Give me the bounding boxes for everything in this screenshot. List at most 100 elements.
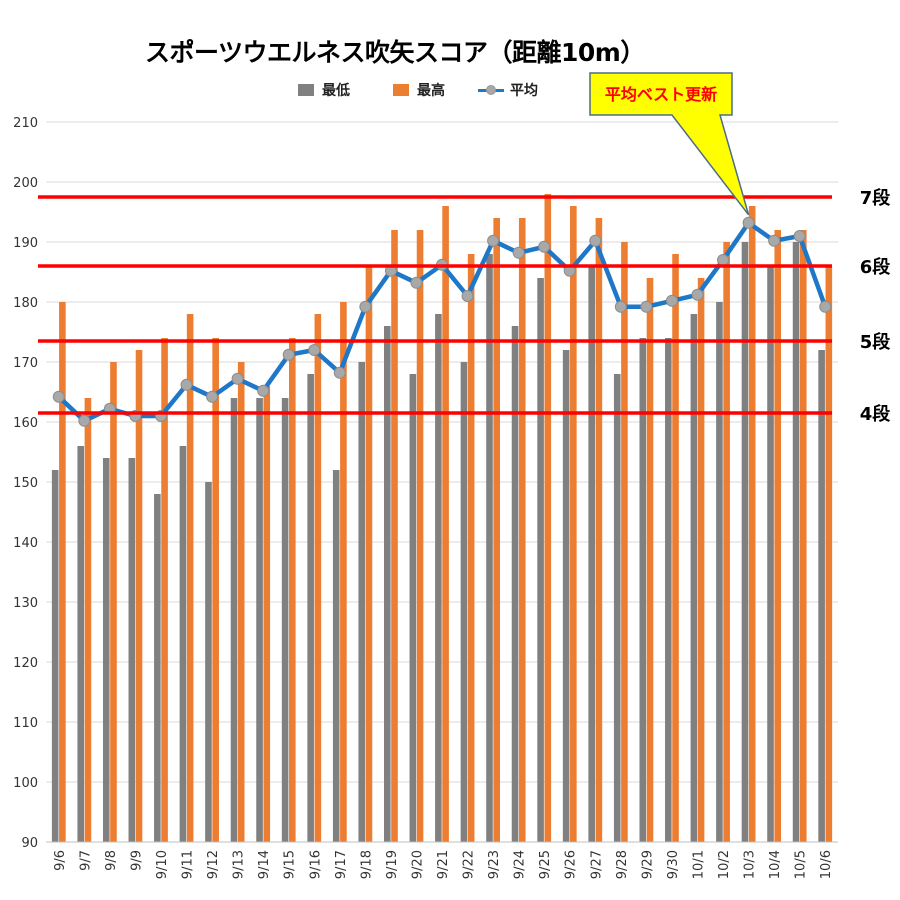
y-tick-label: 130	[13, 596, 38, 611]
average-marker	[359, 300, 372, 313]
average-marker	[742, 216, 755, 229]
x-tick-label: 9/28	[615, 850, 630, 879]
bar-min	[51, 470, 59, 842]
bar-min	[460, 362, 468, 842]
chart-title: スポーツウエルネス吹矢スコア（距離10m）	[145, 38, 645, 67]
y-tick-label: 120	[13, 656, 38, 671]
x-tick-label: 10/1	[691, 850, 706, 879]
bar-min	[665, 338, 672, 842]
bar-max	[391, 230, 398, 842]
bar-max	[365, 266, 373, 842]
bar-min	[102, 458, 110, 842]
bar-min	[332, 470, 340, 842]
bar-max	[161, 338, 168, 842]
legend-swatch-min	[298, 84, 314, 96]
bar-min	[409, 374, 417, 842]
bar-max	[186, 314, 194, 842]
average-marker	[52, 390, 65, 403]
bar-min	[435, 314, 442, 842]
x-tick-label: 9/12	[206, 850, 221, 879]
average-marker	[793, 230, 806, 242]
bar-max	[646, 278, 654, 842]
x-tick-label: 9/11	[181, 850, 196, 879]
bar-max	[110, 362, 117, 842]
average-marker	[282, 348, 295, 361]
x-tick-label: 9/13	[232, 850, 247, 879]
x-tick-label: 9/8	[104, 850, 119, 871]
bar-max	[340, 302, 347, 842]
legend-swatch-avg	[478, 84, 504, 96]
bar-min	[281, 398, 289, 842]
bar-min	[818, 350, 825, 842]
bar-max	[748, 206, 756, 842]
average-marker	[180, 378, 193, 391]
legend-label-min: 最低	[322, 83, 350, 99]
x-tick-label: 10/6	[819, 850, 834, 879]
x-tick-label: 9/15	[283, 850, 298, 879]
bar-max	[212, 338, 219, 842]
y-tick-label: 210	[13, 116, 38, 131]
y-tick-label: 190	[13, 236, 38, 251]
bar-max	[697, 278, 705, 842]
rank-label: 5段	[860, 331, 892, 353]
average-marker	[717, 254, 730, 266]
average-marker	[538, 240, 551, 253]
bar-min	[230, 398, 238, 842]
bar-min	[128, 458, 136, 842]
bar-min	[358, 362, 366, 842]
x-tick-label: 9/16	[308, 850, 323, 879]
bar-max	[672, 254, 679, 842]
bar-max	[314, 314, 322, 842]
x-tick-label: 9/26	[564, 850, 579, 879]
rank-label: 7段	[860, 187, 892, 209]
average-marker	[665, 294, 678, 307]
callout-text: 平均ベスト更新	[605, 85, 717, 104]
x-tick-label: 9/10	[155, 850, 170, 879]
x-tick-label: 9/23	[487, 850, 502, 879]
average-marker	[512, 246, 525, 259]
y-tick-label: 180	[13, 296, 38, 311]
x-tick-label: 10/3	[743, 850, 758, 879]
average-marker	[819, 300, 832, 313]
legend-label-avg: 平均	[510, 83, 538, 99]
x-tick-label: 9/27	[589, 850, 604, 879]
y-tick-label: 90	[21, 836, 38, 851]
x-tick-label: 9/24	[513, 850, 528, 879]
x-tick-label: 9/9	[129, 850, 144, 871]
average-marker	[614, 300, 627, 313]
average-line	[57, 220, 828, 424]
x-tick-label: 9/20	[410, 850, 425, 879]
y-tick-label: 200	[13, 176, 38, 191]
average-marker	[206, 390, 219, 403]
x-tick-label: 9/22	[462, 850, 477, 879]
bar-min	[588, 266, 595, 842]
average-marker	[78, 414, 91, 427]
bar-max	[825, 266, 833, 842]
bar-max	[621, 242, 628, 842]
bar-max	[774, 230, 782, 842]
x-tick-label: 10/2	[717, 850, 732, 879]
rank-label: 4段	[860, 403, 892, 425]
x-tick-label: 9/18	[359, 850, 374, 879]
bar-max	[416, 230, 424, 842]
bar-max	[799, 230, 807, 842]
x-tick-label: 9/30	[666, 850, 681, 879]
bar-max	[467, 254, 475, 842]
bar-max	[263, 386, 271, 842]
bar-min	[690, 314, 698, 842]
bar-min	[613, 374, 621, 842]
x-tick-label: 9/29	[640, 850, 655, 879]
average-marker	[257, 384, 270, 397]
bar-min	[486, 254, 493, 842]
average-marker	[768, 234, 781, 247]
bar-max	[544, 194, 552, 842]
bar-min	[511, 326, 519, 842]
x-tick-label: 9/19	[385, 850, 400, 879]
x-tick-label: 9/25	[538, 850, 553, 879]
bar-max	[289, 338, 296, 842]
y-tick-label: 100	[13, 776, 38, 791]
bar-min	[154, 494, 161, 842]
x-tick-label: 9/7	[78, 850, 93, 871]
bar-min	[307, 374, 314, 842]
